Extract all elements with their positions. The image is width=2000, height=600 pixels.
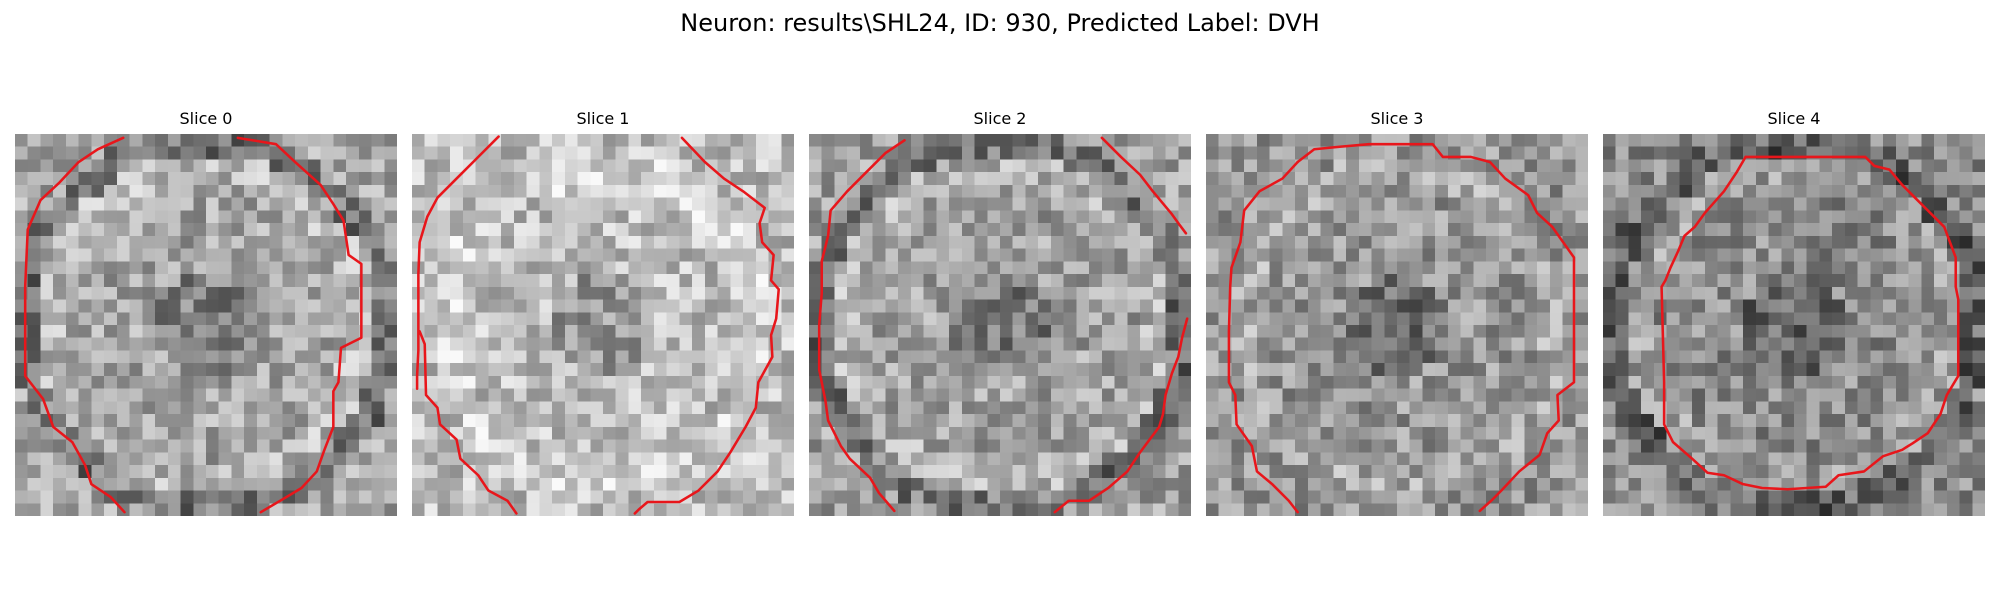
pixel-grid <box>1603 134 1985 516</box>
slice-image <box>809 134 1191 516</box>
figure-title: Neuron: results\SHL24, ID: 930, Predicte… <box>0 8 2000 38</box>
pixel-grid <box>1206 134 1588 516</box>
slice-title: Slice 1 <box>412 108 794 130</box>
slice-title: Slice 3 <box>1206 108 1588 130</box>
slice-title: Slice 0 <box>15 108 397 130</box>
slice-title: Slice 4 <box>1603 108 1985 130</box>
slice-image <box>15 134 397 516</box>
slice-image <box>1603 134 1985 516</box>
slice-image <box>412 134 794 516</box>
pixel-grid <box>412 134 794 516</box>
slice-title: Slice 2 <box>809 108 1191 130</box>
slice-image <box>1206 134 1588 516</box>
pixel-grid <box>15 134 397 516</box>
pixel-grid <box>809 134 1191 516</box>
